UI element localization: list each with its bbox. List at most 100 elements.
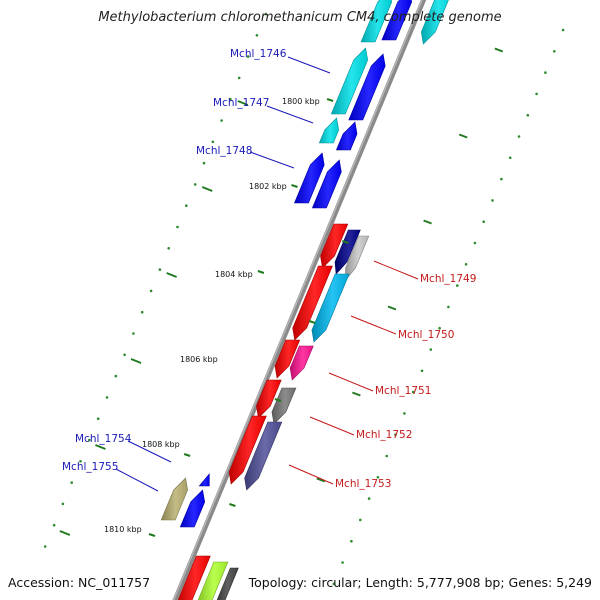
gene-red-1752 <box>256 379 282 419</box>
scale-tick-minor <box>447 305 450 309</box>
gene-label-mchl-1749[interactable]: Mchl_1749 <box>420 273 477 285</box>
gene-mchl-1746 <box>330 47 369 115</box>
scale-label-1804: 1804 kbp <box>215 270 253 279</box>
scale-label-1806: 1806 kbp <box>180 355 218 364</box>
scale-tick-minor <box>96 417 100 421</box>
scale-tick-major <box>387 305 397 311</box>
scale-tick-minor <box>246 55 250 58</box>
strand-tick <box>257 270 265 274</box>
scale-tick-minor <box>264 12 268 16</box>
scale-tick-minor <box>367 497 371 500</box>
strand-tick <box>148 533 156 537</box>
gene-leader-line <box>115 468 159 492</box>
genome-backbone-highlight <box>172 0 423 600</box>
scale-tick-minor <box>70 481 73 484</box>
strand-tick <box>183 453 191 457</box>
gene-navy-1749 <box>334 229 361 275</box>
gene-red-1750 <box>292 265 333 341</box>
gene-label-mchl-1755[interactable]: Mchl_1755 <box>62 461 119 473</box>
gene-mchl-1749 <box>345 235 370 281</box>
scale-tick-minor <box>359 518 362 522</box>
scale-tick-minor <box>167 247 170 250</box>
scale-tick-minor <box>394 433 397 437</box>
scale-tick-minor <box>456 284 459 287</box>
scale-tick-minor <box>158 268 162 271</box>
scale-tick-minor <box>561 28 565 32</box>
scale-label-1810: 1810 kbp <box>104 525 142 534</box>
gene-mchl-1753 <box>244 421 283 491</box>
gene-label-mchl-1754[interactable]: Mchl_1754 <box>75 433 132 445</box>
scale-tick-minor <box>123 353 126 357</box>
strand-tick <box>274 398 282 402</box>
gene-blue-1748b <box>311 159 342 209</box>
gene-mchl-1751 <box>289 345 314 381</box>
gene-red-1753 <box>228 415 267 485</box>
gene-label-mchl-1750[interactable]: Mchl_1750 <box>398 329 455 341</box>
scale-tick-minor <box>43 545 47 548</box>
scale-tick-major <box>237 100 249 106</box>
gene-leader-line <box>287 56 331 74</box>
scale-tick-minor <box>220 119 223 122</box>
scale-tick-minor <box>341 561 344 564</box>
scale-tick-minor <box>420 369 424 373</box>
strand-tick <box>308 320 316 324</box>
strand-tick <box>326 98 334 102</box>
strand-tick <box>291 184 298 188</box>
scale-tick-minor <box>332 582 336 586</box>
scale-tick-minor <box>376 476 380 479</box>
gene-leader-line <box>288 464 334 485</box>
gene-mchl-1748 <box>294 152 325 204</box>
gene-dark-bottom <box>216 567 239 600</box>
scale-tick-minor <box>114 374 118 378</box>
scale-tick-minor <box>438 326 441 330</box>
scale-tick-minor <box>88 438 91 442</box>
scale-tick-minor <box>535 92 538 96</box>
scale-tick-minor <box>61 502 65 506</box>
gene-mchl-1755 <box>160 477 188 521</box>
scale-tick-major <box>95 444 106 450</box>
scale-tick-minor <box>140 310 144 314</box>
gene-label-mchl-1752[interactable]: Mchl_1752 <box>356 429 413 441</box>
gene-leader-line <box>266 105 314 124</box>
scale-label-1808: 1808 kbp <box>142 440 180 449</box>
gene-label-mchl-1748[interactable]: Mchl_1748 <box>196 145 253 157</box>
gene-label-mchl-1751[interactable]: Mchl_1751 <box>375 385 432 397</box>
gene-label-mchl-1753[interactable]: Mchl_1753 <box>335 478 392 490</box>
scale-tick-minor <box>500 177 503 181</box>
scale-tick-minor <box>544 71 547 74</box>
scale-tick-minor <box>193 183 197 186</box>
scale-tick-minor <box>411 390 415 394</box>
gene-label-mchl-1747[interactable]: Mchl_1747 <box>213 97 270 109</box>
gene-mchl-1754 <box>198 473 210 487</box>
scale-tick-major <box>201 186 213 192</box>
scale-tick-minor <box>176 225 179 229</box>
scale-tick-minor <box>429 348 433 351</box>
gene-leader-line <box>249 151 295 169</box>
scale-tick-minor <box>202 161 206 165</box>
gene-blue-top <box>381 0 413 41</box>
gene-label-mchl-1746[interactable]: Mchl_1746 <box>230 48 287 60</box>
strand-tick <box>229 503 236 507</box>
strand-tick <box>341 240 349 244</box>
gene-lime-bottom <box>197 561 229 600</box>
scale-tick-minor <box>464 263 468 266</box>
topology-text: Topology: circular; Length: 5,777,908 bp… <box>248 575 592 590</box>
accession-text: Accession: NC_011757 <box>8 575 151 590</box>
scale-tick-minor <box>553 50 556 53</box>
scale-tick-minor <box>517 135 521 138</box>
gene-leader-line <box>127 440 172 463</box>
scale-tick-minor <box>132 332 135 335</box>
scale-tick-major <box>316 477 326 483</box>
scale-tick-major <box>494 47 504 53</box>
genome-backbone <box>172 0 427 600</box>
scale-tick-minor <box>229 97 232 101</box>
gene-red-1751 <box>274 339 301 379</box>
scale-tick-minor <box>403 412 406 415</box>
gene-leader-line <box>373 260 419 280</box>
gene-red-bottom <box>177 555 211 600</box>
gene-red-1749 <box>320 223 349 269</box>
scale-tick-minor <box>149 289 153 293</box>
scale-tick-major <box>130 358 142 364</box>
map-title: Methylobacterium chloromethanicum CM4, c… <box>98 10 502 25</box>
